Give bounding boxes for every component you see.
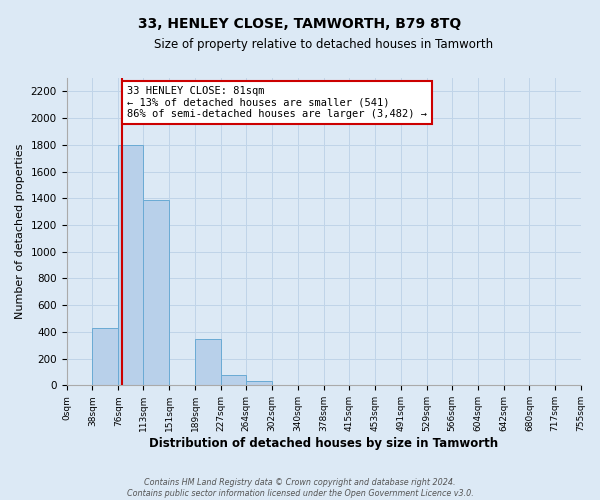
Bar <box>195 338 221 386</box>
Bar <box>221 374 246 386</box>
X-axis label: Distribution of detached houses by size in Tamworth: Distribution of detached houses by size … <box>149 437 498 450</box>
Title: Size of property relative to detached houses in Tamworth: Size of property relative to detached ho… <box>154 38 493 51</box>
Text: Contains HM Land Registry data © Crown copyright and database right 2024.
Contai: Contains HM Land Registry data © Crown c… <box>127 478 473 498</box>
Bar <box>118 145 143 386</box>
Text: 33, HENLEY CLOSE, TAMWORTH, B79 8TQ: 33, HENLEY CLOSE, TAMWORTH, B79 8TQ <box>139 18 461 32</box>
Bar <box>143 200 169 386</box>
Text: 33 HENLEY CLOSE: 81sqm
← 13% of detached houses are smaller (541)
86% of semi-de: 33 HENLEY CLOSE: 81sqm ← 13% of detached… <box>127 86 427 120</box>
Bar <box>92 328 118 386</box>
Bar <box>246 382 272 386</box>
Y-axis label: Number of detached properties: Number of detached properties <box>15 144 25 320</box>
